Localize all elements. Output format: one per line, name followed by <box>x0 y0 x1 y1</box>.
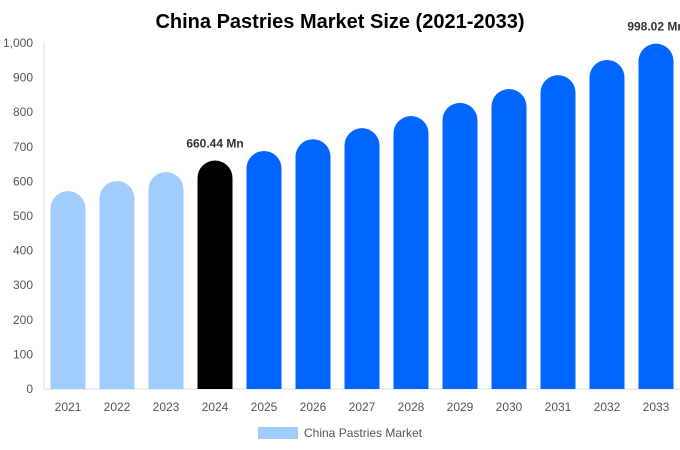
bar-2032[interactable] <box>589 59 625 389</box>
bar-2025[interactable] <box>246 150 282 389</box>
bar-2022[interactable] <box>99 181 135 389</box>
x-tick-label: 2025 <box>251 400 278 414</box>
legend-label[interactable]: China Pastries Market <box>304 426 423 440</box>
y-tick-label: 600 <box>13 174 33 188</box>
x-tick-label: 2030 <box>496 400 523 414</box>
y-tick-label: 1,000 <box>3 36 33 50</box>
bar-2033[interactable] <box>638 43 674 389</box>
bar-2024[interactable] <box>197 160 233 389</box>
y-tick-label: 800 <box>13 105 33 119</box>
y-tick-label: 500 <box>13 209 33 223</box>
bar-2021[interactable] <box>50 191 86 389</box>
x-tick-label: 2021 <box>55 400 82 414</box>
bar-2028[interactable] <box>393 116 429 389</box>
y-tick-label: 400 <box>13 244 33 258</box>
y-tick-label: 300 <box>13 278 33 292</box>
x-tick-label: 2033 <box>643 400 670 414</box>
bar-2030[interactable] <box>491 89 527 389</box>
legend-swatch[interactable] <box>258 427 298 439</box>
x-tick-label: 2023 <box>153 400 180 414</box>
bar-2027[interactable] <box>344 128 380 389</box>
data-label: 998.02 Mn <box>627 20 680 34</box>
bar-2029[interactable] <box>442 102 478 389</box>
x-tick-label: 2027 <box>349 400 376 414</box>
x-tick-label: 2031 <box>545 400 572 414</box>
y-tick-label: 900 <box>13 71 33 85</box>
y-tick-label: 200 <box>13 313 33 327</box>
x-tick-label: 2032 <box>594 400 621 414</box>
x-tick-label: 2022 <box>104 400 131 414</box>
bar-2031[interactable] <box>540 75 576 389</box>
data-label: 660.44 Mn <box>186 136 243 150</box>
y-tick-label: 0 <box>26 382 33 396</box>
chart-title: China Pastries Market Size (2021-2033) <box>155 11 524 33</box>
x-tick-label: 2028 <box>398 400 425 414</box>
x-tick-label: 2024 <box>202 400 229 414</box>
bar-2026[interactable] <box>295 139 331 389</box>
bar-2023[interactable] <box>148 172 184 389</box>
x-tick-label: 2029 <box>447 400 474 414</box>
y-tick-label: 100 <box>13 347 33 361</box>
x-tick-label: 2026 <box>300 400 327 414</box>
y-tick-label: 700 <box>13 140 33 154</box>
